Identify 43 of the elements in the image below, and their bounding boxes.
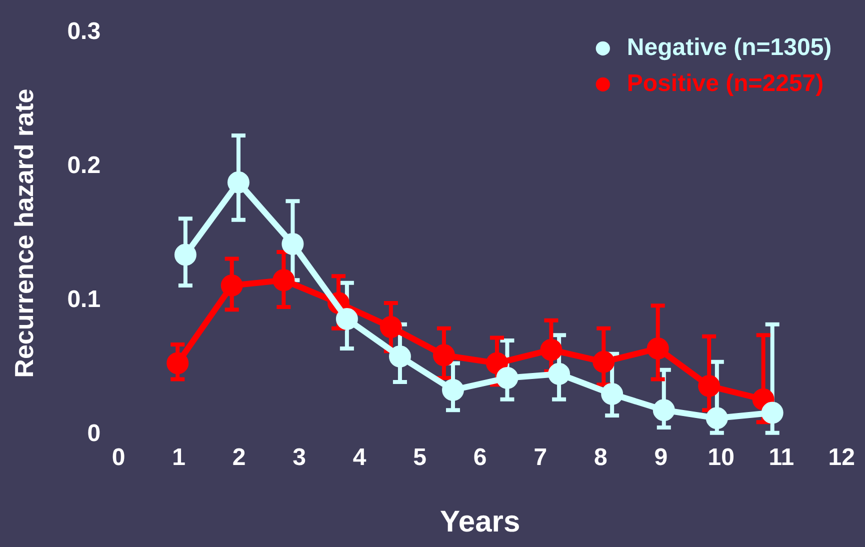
point bbox=[282, 233, 304, 256]
point bbox=[592, 350, 615, 373]
point bbox=[174, 244, 196, 266]
point bbox=[227, 171, 250, 194]
point bbox=[761, 402, 784, 424]
x-tick-label: 8 bbox=[594, 444, 608, 472]
point bbox=[540, 338, 562, 361]
x-tick-label: 6 bbox=[473, 444, 487, 472]
x-tick-label: 12 bbox=[828, 444, 856, 472]
x-tick-label: 11 bbox=[768, 444, 794, 472]
point bbox=[220, 274, 243, 297]
x-tick-label: 9 bbox=[654, 444, 668, 472]
point bbox=[652, 399, 675, 422]
x-tick-label: 4 bbox=[352, 444, 367, 472]
legend-label: Positive (n=2257) bbox=[626, 70, 824, 98]
y-axis-title: Recurrence hazard rate bbox=[8, 88, 39, 378]
point bbox=[272, 269, 295, 292]
point bbox=[388, 346, 411, 368]
point bbox=[486, 352, 508, 374]
y-tick-label: 0 bbox=[87, 420, 101, 447]
y-tick-label: 0.3 bbox=[67, 18, 101, 46]
x-tick-label: 3 bbox=[292, 444, 306, 472]
point bbox=[380, 316, 402, 338]
x-tick-label: 7 bbox=[534, 444, 548, 472]
x-tick-label: 1 bbox=[172, 444, 186, 472]
x-tick-label: 0 bbox=[112, 444, 126, 472]
x-tick-label: 2 bbox=[232, 444, 246, 472]
x-tick-label: 5 bbox=[413, 444, 427, 472]
point bbox=[601, 383, 624, 406]
x-tick-label: 10 bbox=[708, 444, 734, 472]
point bbox=[336, 308, 358, 330]
point bbox=[698, 374, 720, 397]
point bbox=[646, 337, 669, 360]
point bbox=[548, 362, 570, 385]
point bbox=[496, 366, 518, 389]
y-tick-label: 0.1 bbox=[67, 286, 101, 313]
x-axis-title: Years bbox=[440, 505, 520, 538]
legend-label: Negative (n=1305) bbox=[626, 34, 832, 62]
point bbox=[432, 344, 455, 366]
point bbox=[706, 407, 728, 430]
y-tick-label: 0.2 bbox=[67, 152, 101, 179]
point bbox=[442, 379, 464, 401]
point bbox=[166, 352, 189, 374]
